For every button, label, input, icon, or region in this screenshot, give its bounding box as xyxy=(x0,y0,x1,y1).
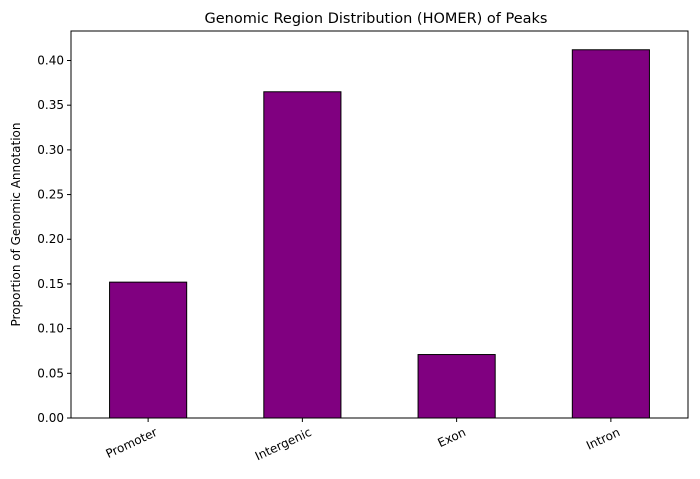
x-tick-label: Intron xyxy=(584,425,622,453)
y-tick-label: 0.05 xyxy=(37,366,64,380)
plot-frame xyxy=(70,30,689,419)
bar-intergenic xyxy=(263,91,342,419)
y-tick-label: 0.35 xyxy=(37,98,64,112)
x-tick-label: Intergenic xyxy=(253,425,314,463)
y-tick-label: 0.40 xyxy=(37,53,64,67)
bar-intron xyxy=(571,49,650,419)
y-axis-label: Proportion of Genomic Annotation xyxy=(9,123,23,327)
x-tick-label: Exon xyxy=(435,425,467,450)
x-tick-label: Promoter xyxy=(104,425,160,461)
y-tick-label: 0.20 xyxy=(37,232,64,246)
y-tick-label: 0.25 xyxy=(37,188,64,202)
y-tick-label: 0.30 xyxy=(37,143,64,157)
bar-exon xyxy=(417,354,496,419)
y-tick-label: 0.15 xyxy=(37,277,64,291)
bar-promoter xyxy=(109,281,188,419)
y-axis: 0.00 0.05 0.10 0.15 0.20 0.25 0.30 0.35 0.40 xyxy=(37,53,71,425)
y-tick-label: 0.10 xyxy=(37,322,64,336)
x-axis: Promoter Intergenic Exon Intron xyxy=(104,418,622,463)
bars-group xyxy=(109,49,650,419)
chart-title: Genomic Region Distribution (HOMER) of P… xyxy=(205,11,548,27)
y-tick-label: 0.00 xyxy=(37,411,64,425)
